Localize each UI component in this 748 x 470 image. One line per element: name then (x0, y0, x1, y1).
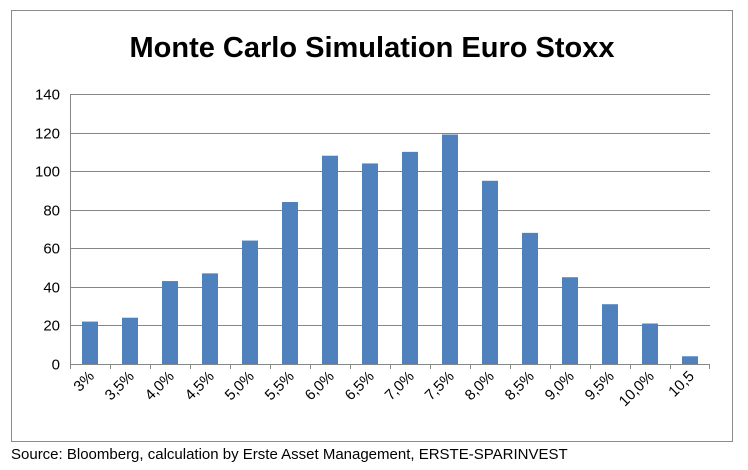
x-tick-label: 10,0% (616, 368, 658, 410)
bar (202, 273, 218, 364)
x-tick-label: 6,0% (302, 368, 338, 404)
x-tick-label: 4,0% (142, 368, 178, 404)
y-tick-labels: 0 20 40 60 80 100 120 140 (35, 87, 60, 374)
bar (402, 151, 418, 364)
axes (70, 94, 710, 369)
bar (642, 323, 658, 364)
x-tick-label: 4,5% (182, 368, 218, 404)
bar (322, 155, 338, 364)
bars (82, 134, 698, 364)
x-tick-label: 5,0% (222, 368, 258, 404)
bar (162, 281, 178, 364)
x-tick-label: 7,5% (422, 368, 458, 404)
bar (562, 277, 578, 364)
y-tick-label: 60 (43, 241, 60, 258)
chart-title: Monte Carlo Simulation Euro Stoxx (130, 32, 615, 64)
bar (522, 232, 538, 364)
x-tick-label: 9,5% (582, 368, 618, 404)
bar (362, 163, 378, 364)
bar (242, 240, 258, 364)
y-tick-label: 140 (35, 87, 60, 104)
bar (602, 304, 618, 364)
y-tick-label: 40 (43, 280, 60, 297)
bar (682, 356, 698, 364)
x-tick-label: 8,5% (502, 368, 538, 404)
bar (442, 134, 458, 364)
x-tick-label: 3% (70, 368, 97, 395)
x-tick-labels: 3% 3,5% 4,0% 4,5% 5,0% 5,5% 6,0% 6,5% 7,0% 7,5% 8,… (70, 368, 697, 410)
bar (482, 180, 498, 364)
source-note: Source: Bloomberg, calculation by Erste … (11, 446, 568, 463)
bar (82, 321, 98, 364)
x-tick-label: 6,5% (342, 368, 378, 404)
bar (122, 317, 138, 364)
x-tick-label: 9,0% (542, 368, 578, 404)
y-tick-label: 100 (35, 164, 60, 181)
y-tick-label: 0 (52, 357, 60, 374)
y-tick-label: 80 (43, 203, 60, 220)
bar (282, 202, 298, 364)
x-tick-label: 7,0% (382, 368, 418, 404)
y-tick-label: 120 (35, 126, 60, 143)
y-tick-label: 20 (43, 318, 60, 335)
x-tick-label: 3,5% (102, 368, 138, 404)
chart-svg: Monte Carlo Simulation Euro Stoxx 0 20 40 6… (35, 32, 710, 410)
x-tick-label: 5,5% (262, 368, 298, 404)
x-tick-label: 8,0% (462, 368, 498, 404)
x-tick-label: 10,5 (665, 368, 698, 401)
